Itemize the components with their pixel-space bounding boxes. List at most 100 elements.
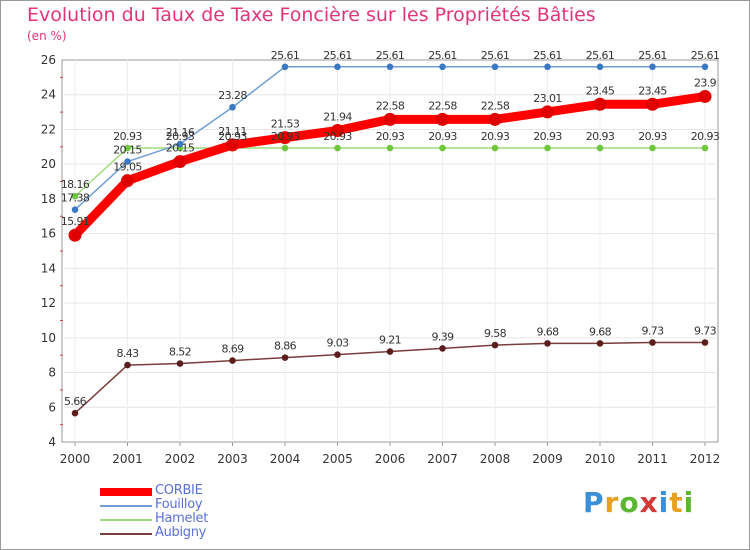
data-label: 21.94 bbox=[323, 110, 352, 123]
logo-letter: i bbox=[683, 486, 695, 519]
data-label: 21.11 bbox=[218, 125, 247, 138]
data-point bbox=[596, 63, 604, 71]
legend-label: Hamelet bbox=[155, 511, 209, 526]
legend-label: Fouilloy bbox=[155, 497, 203, 512]
data-point bbox=[334, 351, 341, 358]
y-tick-label: 16 bbox=[41, 227, 56, 241]
proxiti-logo: Proxiti bbox=[583, 486, 694, 519]
y-tick-label: 12 bbox=[41, 296, 56, 310]
data-point bbox=[596, 144, 604, 152]
data-point bbox=[383, 112, 397, 126]
data-point bbox=[226, 138, 239, 152]
y-tick-label: 26 bbox=[41, 53, 56, 67]
data-label: 20.93 bbox=[638, 130, 667, 143]
data-point bbox=[544, 340, 551, 347]
data-point bbox=[281, 354, 289, 361]
data-label: 23.01 bbox=[533, 92, 562, 105]
data-label: 18.16 bbox=[61, 178, 90, 191]
data-point bbox=[698, 89, 712, 103]
legend-swatch bbox=[100, 519, 152, 521]
data-point bbox=[596, 340, 604, 347]
data-label: 22.58 bbox=[376, 99, 405, 112]
data-label: 25.61 bbox=[586, 49, 615, 62]
data-label: 20.93 bbox=[113, 130, 142, 143]
data-point bbox=[386, 144, 394, 152]
x-tick-label: 2000 bbox=[60, 452, 91, 466]
data-label: 20.93 bbox=[428, 130, 457, 143]
data-label: 20.93 bbox=[166, 130, 195, 143]
data-point bbox=[281, 144, 289, 152]
data-point bbox=[68, 228, 82, 242]
y-tick-label: 18 bbox=[41, 192, 56, 206]
data-point bbox=[176, 360, 184, 367]
y-tick-label: 14 bbox=[41, 261, 56, 275]
data-label: 23.45 bbox=[586, 84, 615, 97]
x-tick-label: 2008 bbox=[480, 452, 511, 466]
data-point bbox=[173, 155, 187, 169]
x-tick-label: 2011 bbox=[637, 452, 668, 466]
data-point bbox=[331, 123, 344, 137]
data-label: 23.45 bbox=[638, 84, 667, 97]
data-point bbox=[176, 140, 184, 148]
logo-letter: r bbox=[604, 486, 620, 519]
data-label: 9.03 bbox=[326, 337, 349, 350]
logo-letter: o bbox=[619, 486, 640, 519]
data-label: 9.68 bbox=[589, 325, 612, 338]
data-label: 20.93 bbox=[376, 130, 405, 143]
data-point bbox=[701, 144, 709, 152]
data-point bbox=[491, 144, 499, 152]
y-tick-label: 22 bbox=[41, 122, 56, 136]
data-label: 25.61 bbox=[481, 49, 510, 62]
data-label: 25.61 bbox=[376, 49, 405, 62]
data-label: 15.91 bbox=[61, 215, 90, 228]
data-point bbox=[334, 63, 341, 71]
data-point bbox=[334, 144, 341, 152]
x-tick-label: 2007 bbox=[427, 452, 458, 466]
data-label: 9.68 bbox=[536, 325, 559, 338]
data-label: 9.58 bbox=[484, 327, 507, 340]
y-tick-label: 8 bbox=[48, 366, 56, 380]
data-label: 21.53 bbox=[271, 118, 300, 131]
x-tick-label: 2004 bbox=[270, 452, 301, 466]
series-fouilloy bbox=[71, 63, 709, 213]
legend-swatch bbox=[100, 533, 152, 535]
x-tick-label: 2003 bbox=[217, 452, 248, 466]
y-axis-unit: (en %) bbox=[27, 29, 67, 43]
data-point bbox=[491, 63, 499, 71]
data-point bbox=[439, 63, 446, 71]
data-label: 25.61 bbox=[691, 49, 720, 62]
data-label: 20.93 bbox=[323, 130, 352, 143]
y-tick-label: 4 bbox=[48, 435, 56, 449]
chart-title: Evolution du Taux de Taxe Foncière sur l… bbox=[27, 4, 596, 26]
data-point bbox=[386, 348, 394, 355]
x-tick-label: 2005 bbox=[322, 452, 353, 466]
logo-letter: t bbox=[669, 486, 684, 519]
data-point bbox=[229, 103, 236, 111]
data-label: 20.93 bbox=[271, 130, 300, 143]
data-label: 25.61 bbox=[533, 49, 562, 62]
data-label: 22.58 bbox=[428, 99, 457, 112]
data-label: 20.93 bbox=[481, 130, 510, 143]
data-label: 8.43 bbox=[116, 347, 139, 360]
data-point bbox=[649, 63, 656, 71]
data-point bbox=[491, 341, 499, 349]
data-point bbox=[439, 345, 446, 352]
legend-label: CORBIE bbox=[155, 483, 203, 498]
data-label: 23.28 bbox=[218, 89, 247, 102]
series-corbie bbox=[68, 89, 712, 242]
data-label: 25.61 bbox=[271, 49, 300, 62]
data-label: 8.69 bbox=[221, 343, 244, 356]
data-point bbox=[278, 131, 292, 145]
y-tick-label: 6 bbox=[48, 400, 56, 414]
data-label: 25.61 bbox=[638, 49, 667, 62]
data-label: 19.05 bbox=[113, 161, 142, 174]
data-point bbox=[544, 63, 551, 71]
data-label: 17.38 bbox=[61, 192, 90, 205]
data-point bbox=[229, 357, 236, 364]
data-point bbox=[488, 112, 502, 126]
legend-label: Aubigny bbox=[155, 525, 207, 540]
data-point bbox=[649, 144, 656, 152]
x-tick-label: 2009 bbox=[532, 452, 563, 466]
logo-letter: P bbox=[583, 486, 605, 519]
